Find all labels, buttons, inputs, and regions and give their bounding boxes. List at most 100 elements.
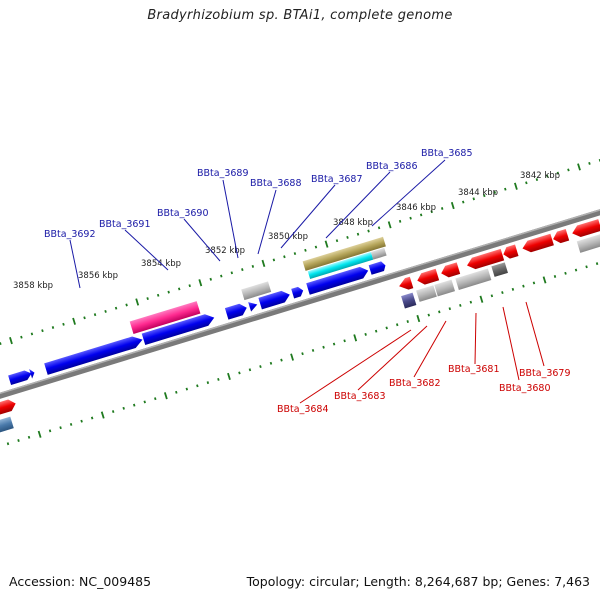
minor-tick [588,162,591,165]
minor-tick [585,265,588,269]
major-tick [9,336,13,345]
forward-labels: BBta_3685 BBta_3686 BBta_3687 BBta_3688 … [44,148,473,289]
minor-tick [248,368,252,372]
minor-tick [501,291,504,295]
minor-tick [438,310,441,314]
gene-label: BBta_3689 [197,168,249,179]
major-tick [542,276,547,284]
minor-tick [59,426,62,430]
minor-tick [395,323,399,327]
leader-line [69,239,81,289]
minor-tick [385,326,388,330]
minor-tick [217,377,220,381]
tick-label: 3856 kbp [78,271,118,281]
minor-tick [283,255,286,259]
minor-tick [504,187,507,191]
minor-tick [556,171,560,175]
minor-tick [304,248,307,252]
minor-tick [188,284,191,288]
cds-arrow-reverse [553,229,570,244]
major-tick [72,317,76,325]
minor-tick [448,307,452,311]
minor-tick [335,239,339,243]
minor-tick [511,287,515,291]
minor-tick [377,226,381,230]
minor-tick [574,268,578,272]
gene-label: BBta_3687 [311,174,363,185]
reverse-feature-row [0,219,600,434]
major-tick [514,182,518,190]
leader-line [371,159,446,227]
misc-feature [401,292,417,309]
major-tick [135,298,140,306]
minor-tick [83,316,86,320]
cds-arrow-reverse [572,219,600,238]
minor-tick [90,416,94,420]
minor-tick [175,390,178,394]
leader-line [257,189,277,255]
minor-tick [440,207,444,210]
minor-tick [177,287,181,291]
major-tick [198,279,203,287]
major-tick [100,411,105,419]
minor-tick [525,181,528,185]
cds-arrow [368,261,386,275]
tick-label: 3844 kbp [458,188,498,198]
minor-tick [238,371,241,375]
minor-tick [546,174,549,178]
major-tick [37,430,42,438]
minor-tick [472,197,475,201]
leader-line [502,306,520,381]
minor-tick [209,277,212,281]
minor-tick [196,384,199,388]
minor-tick [104,309,107,313]
minor-tick [553,275,557,278]
cds-arrow-reverse [522,233,554,253]
minor-tick [343,339,346,343]
cds-arrow-reverse [441,262,461,278]
minor-tick [230,271,234,275]
cds-arrow-reverse [417,268,440,285]
forward-feature-row [8,236,387,386]
misc-feature [307,252,374,279]
map-title: Bradyrhizobium sp. BTAi1, complete genom… [147,8,453,23]
major-tick [163,392,168,400]
inner-tick-row [6,262,599,446]
cds-arrow [291,286,304,299]
cds-arrow [258,290,290,310]
major-tick [261,259,266,268]
gene-label: BBta_3685 [421,148,473,159]
minor-tick [114,306,118,310]
misc-feature [370,247,387,260]
cds-arrow [29,369,35,379]
minor-tick [0,342,2,346]
major-tick [479,295,484,303]
cds-arrow [224,303,247,320]
minor-tick [20,335,23,339]
minor-tick [398,219,402,223]
cds-arrow-reverse [0,399,16,418]
minor-tick [122,406,125,410]
gene-label: BBta_3691 [99,219,151,230]
genome-summary: Topology: circular; Length: 8,264,687 bp… [246,574,590,589]
tick-label: 3852 kbp [205,246,245,256]
gene-label: BBta_3688 [250,178,302,189]
leader-line [357,325,428,391]
cds-arrow [248,302,258,312]
major-tick [577,163,581,171]
minor-tick [27,435,31,439]
genome-backbone-highlight [0,178,600,426]
minor-tick [30,332,34,336]
minor-tick [220,274,223,278]
minor-tick [272,258,276,262]
tick-label: 3858 kbp [13,281,53,291]
minor-tick [490,294,494,298]
misc-feature [0,416,14,434]
leader-line [413,320,447,378]
minor-tick [143,400,146,404]
accession-text: Accession: NC_009485 [9,574,152,589]
minor-tick [241,268,244,272]
cds-arrow [141,314,215,346]
minor-tick [493,190,497,194]
